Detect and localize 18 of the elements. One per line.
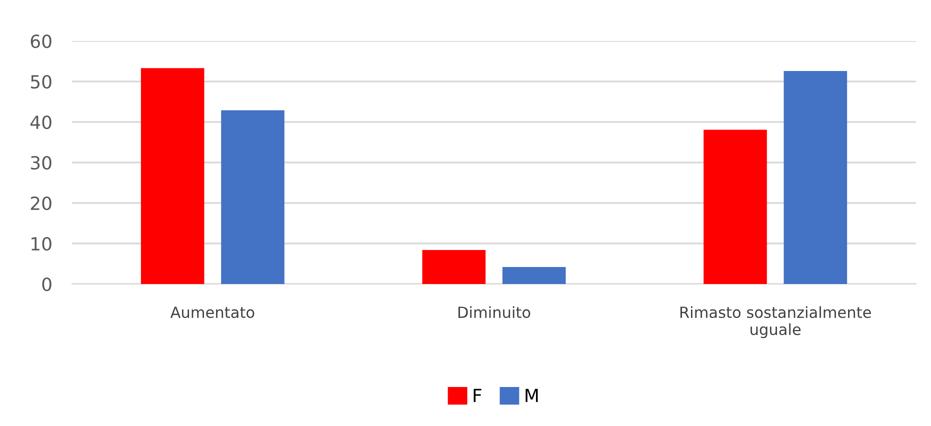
x-tick-label: Diminuito [458, 306, 530, 318]
x-tick-label: Aumentato [170, 306, 254, 318]
y-tick-label: 40 [30, 115, 52, 130]
y-tick-label: 60 [30, 34, 52, 48]
y-tick-label: 10 [32, 236, 52, 251]
y-tick-label: 0 [42, 277, 52, 292]
legend-label: F [474, 388, 482, 402]
legend-label: M [526, 388, 538, 402]
x-tick-label: Rimasto sostanzialmente uguale [680, 306, 871, 338]
bar [221, 110, 284, 284]
bar [704, 130, 767, 284]
bar [502, 266, 566, 284]
bar [422, 250, 486, 284]
y-tick-label: 20 [30, 196, 52, 210]
y-tick-label: 50 [30, 74, 52, 89]
bar [140, 68, 204, 284]
y-tick-label: 30 [30, 156, 52, 170]
bar [784, 70, 848, 284]
